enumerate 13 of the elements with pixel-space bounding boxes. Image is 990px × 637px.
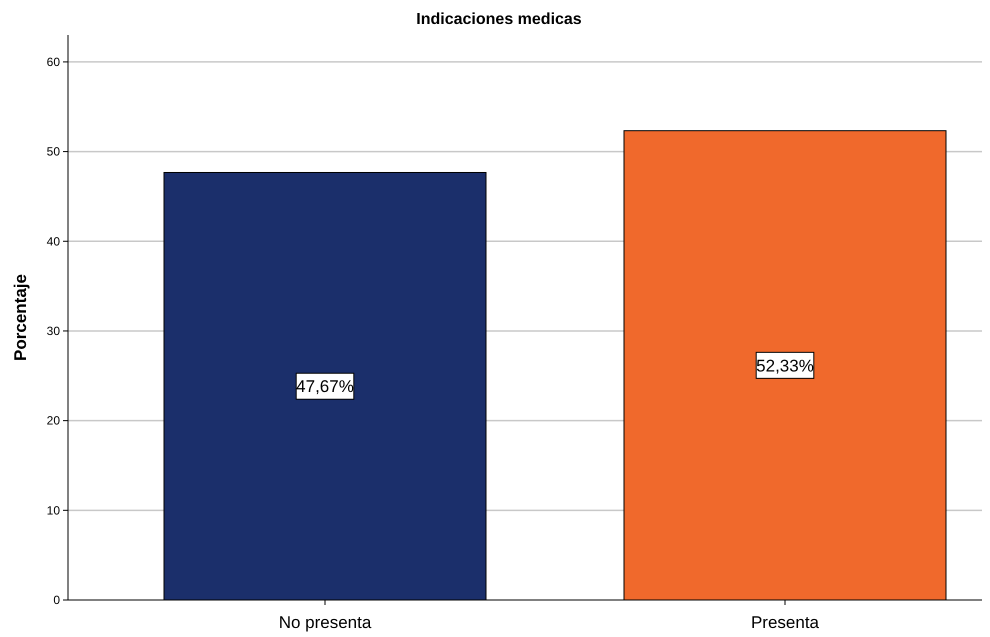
- chart-title: Indicaciones medicas: [416, 11, 582, 28]
- data-label: 52,33%: [756, 356, 814, 376]
- y-tick-label: 50: [46, 144, 60, 159]
- data-label: 47,67%: [296, 377, 354, 396]
- y-tick-label: 40: [46, 234, 60, 248]
- x-tick-label: Presenta: [750, 613, 820, 632]
- y-axis-title: Porcentaje: [11, 274, 30, 361]
- y-tick-label: 60: [46, 54, 60, 69]
- y-tick-label: 0: [53, 593, 60, 607]
- y-tick-label: 30: [46, 324, 60, 338]
- y-tick-label: 10: [46, 503, 60, 518]
- x-tick-label: No presenta: [278, 613, 372, 632]
- y-tick-label: 20: [46, 414, 60, 428]
